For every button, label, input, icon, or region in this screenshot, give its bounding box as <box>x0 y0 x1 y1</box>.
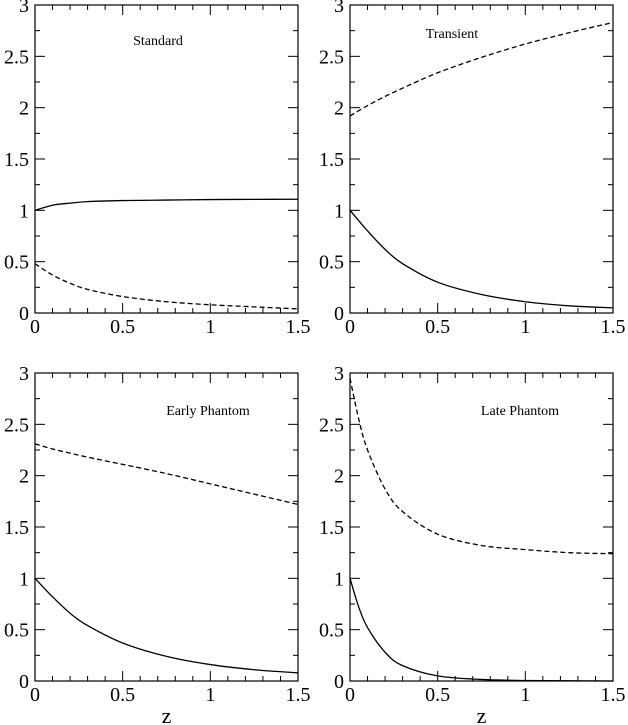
x-tick-label: 0.5 <box>425 316 450 338</box>
panel-title: Standard <box>133 34 183 49</box>
solid-series-line <box>34 577 299 674</box>
y-tick-label: 2.5 <box>4 46 29 68</box>
y-tick-label: 0 <box>334 303 344 325</box>
y-tick-label: 0.5 <box>4 252 29 274</box>
y-tick-label: 1 <box>19 200 29 222</box>
x-tick-label: 0.5 <box>110 316 135 338</box>
y-tick-label: 2 <box>334 98 344 120</box>
y-tick-label: 0.5 <box>319 252 344 274</box>
y-tick-label: 2 <box>19 98 29 120</box>
panel-title: Late Phantom <box>481 404 559 419</box>
solid-series-line <box>349 578 614 682</box>
dashed-series-line <box>34 263 299 310</box>
y-tick-label: 0 <box>19 671 29 693</box>
y-tick-label: 0 <box>334 671 344 693</box>
x-tick-label: 0.5 <box>110 684 135 706</box>
x-tick-label: 1 <box>520 684 530 706</box>
plot-frame <box>349 4 614 314</box>
solid-series-line <box>349 209 614 309</box>
x-axis-label: z <box>477 703 487 725</box>
x-tick-label: 0 <box>345 684 355 706</box>
panel-4: 0 0.5 1 1.5 0 0.5 1 1.5 2 2.5 3 Late Phantom z <box>319 363 626 725</box>
x-tick-label: 1 <box>205 316 215 338</box>
x-tick-label: 0 <box>30 684 40 706</box>
y-tick-label: 3 <box>19 363 29 385</box>
dashed-series-line <box>34 443 299 506</box>
y-tick-label: 1.5 <box>4 149 29 171</box>
plot-frame <box>34 4 299 314</box>
y-tick-label: 1 <box>19 568 29 590</box>
y-tick-label: 1.5 <box>319 149 344 171</box>
y-tick-label: 0 <box>19 303 29 325</box>
y-tick-label: 1 <box>334 200 344 222</box>
x-tick-label: 1.5 <box>286 316 311 338</box>
y-tick-label: 1.5 <box>319 517 344 539</box>
panel-1: 0 0.5 1 1.5 0 0.5 1 1.5 2 2.5 3 Standard <box>4 0 311 338</box>
panel-title: Early Phantom <box>166 404 250 419</box>
panel-3: 0 0.5 1 1.5 0 0.5 1 1.5 2 2.5 3 Early Phantom z <box>4 363 311 725</box>
x-tick-label: 0 <box>345 316 355 338</box>
x-tick-label: 1 <box>520 316 530 338</box>
y-tick-label: 2.5 <box>4 414 29 436</box>
x-tick-label: 1 <box>205 684 215 706</box>
y-tick-label: 2 <box>19 466 29 488</box>
dashed-series-line <box>349 377 614 555</box>
y-tick-label: 3 <box>19 0 29 17</box>
dashed-series-line <box>349 21 614 117</box>
panel-2: 0 0.5 1 1.5 0 0.5 1 1.5 2 2.5 3 Transient <box>319 0 626 338</box>
panel-title: Transient <box>426 27 478 42</box>
y-tick-label: 2.5 <box>319 414 344 436</box>
y-tick-label: 1.5 <box>4 517 29 539</box>
x-tick-label: 1.5 <box>286 684 311 706</box>
y-tick-label: 2.5 <box>319 46 344 68</box>
y-tick-label: 3 <box>334 363 344 385</box>
y-tick-label: 0.5 <box>4 620 29 642</box>
x-tick-label: 1.5 <box>601 684 626 706</box>
x-tick-label: 1.5 <box>601 316 626 338</box>
x-axis-label: z <box>162 703 172 725</box>
y-tick-label: 2 <box>334 466 344 488</box>
y-tick-label: 1 <box>334 568 344 590</box>
plot-frame <box>349 372 614 682</box>
x-tick-label: 0 <box>30 316 40 338</box>
plot-frame <box>34 372 299 682</box>
y-tick-label: 0.5 <box>319 620 344 642</box>
x-tick-label: 0.5 <box>425 684 450 706</box>
solid-series-line <box>34 198 299 211</box>
y-tick-label: 3 <box>334 0 344 17</box>
